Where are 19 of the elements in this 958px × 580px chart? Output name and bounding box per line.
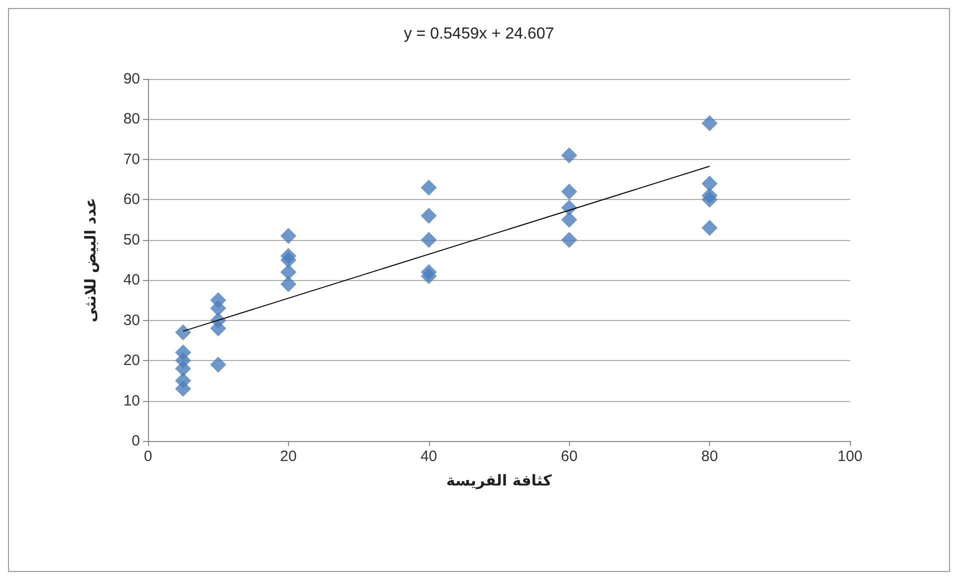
y-tick-label: 20 <box>123 352 140 370</box>
x-tick-label: 20 <box>280 448 297 465</box>
y-tick-label: 0 <box>132 432 140 450</box>
y-tick-label: 80 <box>123 110 140 128</box>
y-tick-label: 70 <box>123 150 140 168</box>
y-axis-title: عدد البيض للانثى <box>82 198 100 322</box>
x-tick-label: 80 <box>701 448 718 465</box>
y-tick-label: 50 <box>123 231 140 248</box>
y-tick-label: 90 <box>123 70 140 88</box>
x-tick-label: 60 <box>560 448 578 465</box>
y-tick-label: 40 <box>123 272 140 289</box>
x-axis-title: كثافة الفريسة <box>446 472 552 490</box>
x-tick-label: 0 <box>144 448 152 465</box>
x-tick-label: 100 <box>837 448 863 465</box>
y-tick-label: 30 <box>123 312 140 329</box>
y-tick-label: 10 <box>123 392 140 410</box>
chart-title: y = 0.5459x + 24.607 <box>404 26 554 42</box>
x-tick-label: 40 <box>420 448 438 465</box>
y-tick-label: 60 <box>123 191 140 208</box>
